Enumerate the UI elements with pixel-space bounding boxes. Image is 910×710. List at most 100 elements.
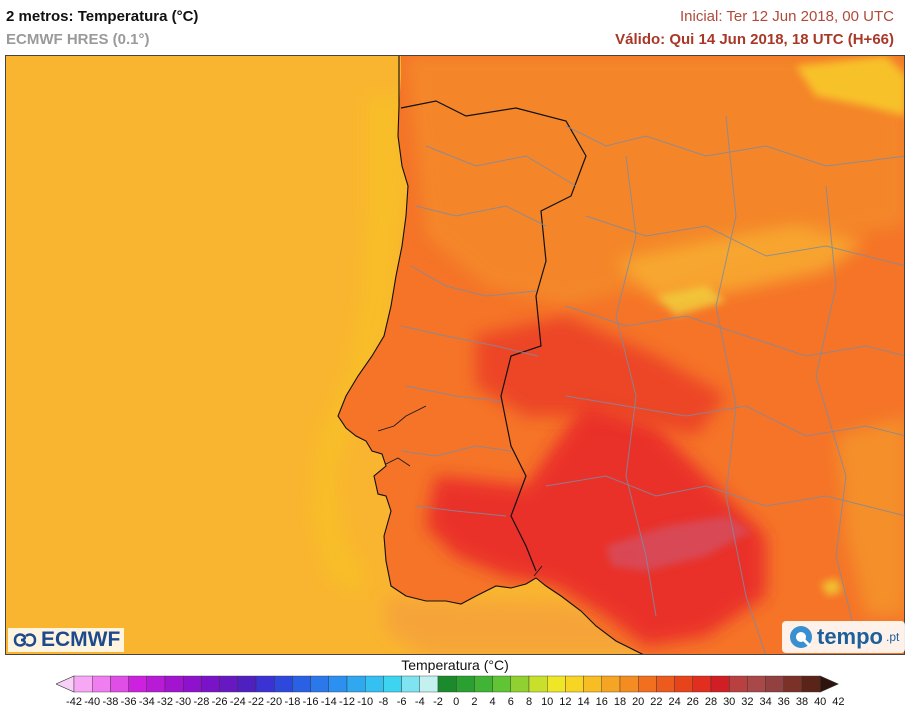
colorbar-tick-label: 18	[613, 696, 627, 708]
colorbar-tick-label: 24	[668, 696, 681, 708]
colorbar-tick-label: -42	[66, 696, 82, 708]
colorbar-tick-label: -14	[320, 696, 337, 708]
map-canvas	[6, 56, 904, 654]
colorbar-tick-label: -40	[84, 696, 101, 708]
colorbar-cell	[456, 675, 475, 693]
colorbar-tick-label: 30	[723, 696, 736, 708]
colorbar-tick-label: -32	[157, 696, 173, 708]
colorbar-cell	[346, 675, 366, 693]
model-subtitle: ECMWF HRES (0.1°)	[6, 31, 150, 48]
colorbar-cell	[273, 675, 293, 693]
colorbar-cell	[255, 675, 275, 693]
colorbar-tick-label: 0	[453, 696, 460, 708]
colorbar-cell	[292, 675, 311, 693]
cool-highland-2	[796, 56, 904, 116]
colorbar-labels: -42 -40 -38 -36 -34 -32 -30 -28 -26 -24 -22 -20 -18-…	[0, 696, 910, 710]
colorbar-tick-label: 42	[832, 696, 845, 708]
colorbar-cell	[365, 675, 384, 693]
colorbar-cell	[110, 675, 129, 693]
colorbar-cell	[128, 675, 147, 693]
river-guadiana-estuary	[533, 565, 543, 577]
colorbar-cell	[510, 675, 530, 693]
colorbar-cell	[492, 675, 512, 693]
colorbar-cell	[201, 675, 220, 693]
colorbar-tick-label: -36	[120, 696, 137, 708]
colorbar-cell	[583, 675, 602, 693]
colorbar-tick-label: 26	[686, 696, 699, 708]
colorbar-cell	[619, 675, 639, 693]
temperature-map[interactable]	[5, 55, 905, 655]
colorbar-cell	[146, 675, 166, 693]
tempo-logo: tempo .pt	[782, 621, 906, 653]
guadalquivir-hotspot	[606, 516, 751, 571]
colorbar-cell	[383, 675, 402, 693]
coastline	[337, 56, 644, 654]
colorbar-cell	[92, 675, 111, 693]
colorbar-tick-label: 8	[525, 696, 533, 708]
cool-highland-1	[616, 226, 866, 301]
colorbar	[56, 675, 839, 693]
chart-title: 2 metros: Temperatura (°C)	[6, 8, 199, 25]
cool-highland-3	[656, 286, 726, 316]
portugal-spain-border	[400, 100, 587, 572]
colorbar-tick-label: -16	[302, 696, 319, 708]
colorbar-cell	[73, 675, 93, 693]
river-sado	[385, 457, 411, 467]
colorbar-tick-label: -18	[284, 696, 301, 708]
east-highland	[836, 416, 904, 616]
colorbar-tick-label: 32	[741, 696, 754, 708]
colorbar-cell	[401, 675, 421, 693]
colorbar-cell	[765, 675, 784, 693]
colorbar-tick-label: 2	[471, 696, 478, 708]
tempo-logo-icon	[790, 626, 812, 648]
colorbar-tick-label: -2	[433, 696, 443, 708]
init-time-label: Inicial: Ter 12 Jun 2018, 00 UTC	[679, 8, 894, 25]
colorbar-tick-label: -24	[229, 696, 246, 708]
colorbar-tick-label: 14	[577, 696, 590, 708]
colorbar-tick-label: 28	[704, 696, 718, 708]
coastal-sea-band	[311, 96, 406, 596]
colorbar-cell	[801, 675, 821, 693]
hot-zone-south	[426, 401, 766, 646]
colorbar-tick-label: 12	[559, 696, 572, 708]
colorbar-tick-label: -8	[378, 696, 389, 708]
colorbar-cell	[601, 675, 621, 693]
colorbar-tick-label: -4	[414, 696, 425, 708]
colorbar-tick-label: 20	[632, 696, 645, 708]
colorbar-cell	[656, 675, 675, 693]
colorbar-cell	[419, 675, 439, 693]
colorbar-cell	[692, 675, 712, 693]
colorbar-tick-label: 38	[795, 696, 809, 708]
colorbar-tick-label: -38	[102, 696, 119, 708]
colorbar-cell	[237, 675, 257, 693]
colorbar-tick-label: 36	[777, 696, 790, 708]
colorbar-cell	[219, 675, 239, 693]
hot-zone-center	[476, 316, 726, 436]
colorbar-cell	[747, 675, 766, 693]
colorbar-cell	[547, 675, 566, 693]
colorbar-cell	[638, 675, 657, 693]
colorbar-tick-label: -10	[357, 696, 374, 708]
colorbar-tick-label: 16	[595, 696, 608, 708]
colorbar-tick-label: 34	[759, 696, 772, 708]
colorbar-cell	[565, 675, 584, 693]
tempo-logo-suffix: .pt	[886, 630, 900, 644]
colorbar-cell	[182, 675, 202, 693]
colorbar-cell	[674, 675, 693, 693]
colorbar-tick-label: -20	[266, 696, 283, 708]
colorbar-tick-label: 6	[507, 696, 514, 708]
colorbar-tick-label: -22	[248, 696, 264, 708]
colorbar-cell	[528, 675, 548, 693]
colorbar-tick-label: 22	[650, 696, 663, 708]
admin-boundaries	[400, 115, 904, 654]
colorbar-cell	[783, 675, 803, 693]
colorbar-cell	[710, 675, 730, 693]
colorbar-cell	[328, 675, 348, 693]
colorbar-cell	[474, 675, 493, 693]
colorbar-tick-label: -26	[211, 696, 228, 708]
ecmwf-logo-text: ECMWF	[41, 628, 121, 651]
colorbar-tick-label: -28	[193, 696, 210, 708]
colorbar-tick-label: -6	[396, 696, 407, 708]
colorbar-cell	[729, 675, 748, 693]
colorbar-extend-high	[819, 675, 839, 693]
